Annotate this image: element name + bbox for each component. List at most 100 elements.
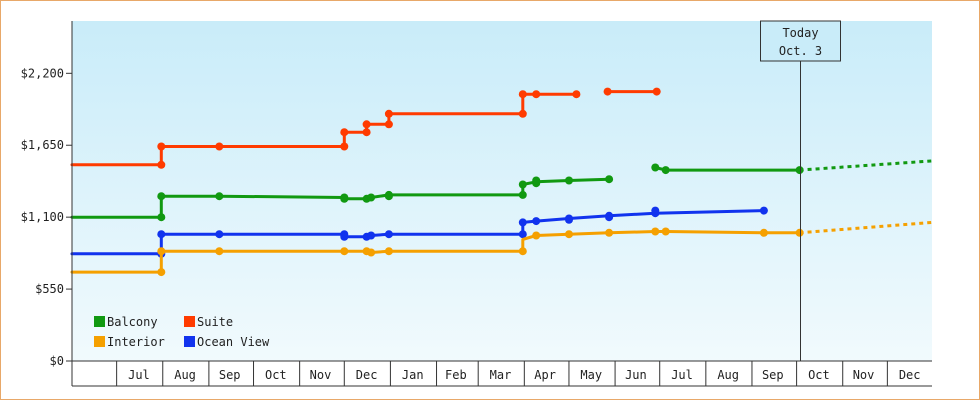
data-point-balcony[interactable] [384,190,393,199]
data-point-ocean-view[interactable] [340,232,349,241]
data-point-balcony[interactable] [157,213,166,222]
data-point-suite[interactable] [572,90,581,99]
data-point-suite[interactable] [157,160,166,169]
x-tick-label: Apr [534,368,556,382]
data-point-interior[interactable] [795,228,804,237]
projection-line-interior [799,220,933,235]
data-point-balcony[interactable] [518,190,527,199]
series-line-ocean-view [70,209,766,256]
data-point-interior[interactable] [384,247,393,256]
x-tick-label: Dec [899,368,921,382]
data-point-ocean-view[interactable] [759,206,768,215]
data-point-balcony[interactable] [518,180,527,189]
axes-layer: $0 $550 $1,100 $1,650 $2,200 Jul Aug Sep Oct Nov D… [21,21,932,387]
data-point-interior[interactable] [518,247,527,256]
data-point-ocean-view[interactable] [565,214,573,223]
data-point-suite[interactable] [518,90,527,99]
x-tick-label: Aug [717,368,739,382]
projection-line-balcony [799,159,933,172]
data-point-interior[interactable] [759,228,768,237]
x-tick-label: Oct [808,368,830,382]
today-marker: Today Oct. 3 [760,20,841,361]
data-point-ocean-view[interactable] [384,230,393,239]
data-point-balcony[interactable] [157,192,166,201]
data-point-interior[interactable] [157,247,166,256]
y-tick-label: $0 [50,354,64,368]
legend-swatch [94,336,105,347]
legend-label: Interior [107,335,165,349]
legend-label: Ocean View [197,335,270,349]
x-tick-label: Feb [445,368,467,382]
y-tick-label: $1,100 [21,210,64,224]
legend-swatch [184,316,195,327]
data-point-suite[interactable] [362,128,371,137]
data-point-ocean-view[interactable] [651,206,660,215]
legend: Balcony Suite Interior Ocean View [94,315,270,349]
x-tick-label: Nov [853,368,875,382]
x-tick-label: May [580,368,602,382]
data-point-balcony[interactable] [651,163,660,172]
data-point-interior[interactable] [605,228,614,237]
data-point-interior[interactable] [215,247,224,256]
series-layer [70,87,933,277]
data-point-suite[interactable] [340,142,349,151]
data-point-suite[interactable] [215,142,224,151]
y-tick-label: $1,650 [21,138,64,152]
today-box [760,20,841,62]
y-tick-label: $2,200 [21,66,64,80]
series-ocean-view [70,206,768,258]
data-point-interior[interactable] [651,227,660,236]
x-tick-label: Oct [265,368,287,382]
today-label: Today [782,26,818,40]
legend-swatch [184,336,195,347]
data-point-suite[interactable] [157,142,166,151]
data-point-suite[interactable] [362,120,371,129]
x-tick-label: Mar [490,368,512,382]
data-point-balcony[interactable] [340,194,349,203]
data-point-balcony[interactable] [795,166,804,175]
data-point-interior[interactable] [157,268,166,277]
x-tick-label: Nov [310,368,332,382]
data-point-balcony[interactable] [532,176,541,185]
data-point-suite[interactable] [652,87,661,96]
legend-label: Suite [197,315,233,329]
data-point-ocean-view[interactable] [532,217,541,226]
series-suite [70,87,661,169]
today-date: Oct. 3 [779,44,822,58]
data-point-suite[interactable] [340,128,349,137]
data-point-ocean-view[interactable] [518,230,527,239]
legend-item-suite[interactable]: Suite [184,315,233,329]
legend-item-ocean-view[interactable]: Ocean View [184,335,270,349]
data-point-balcony[interactable] [367,193,376,202]
data-point-suite[interactable] [603,87,612,96]
legend-item-balcony[interactable]: Balcony [94,315,158,329]
data-point-balcony[interactable] [565,176,573,185]
data-point-ocean-view[interactable] [215,230,224,239]
plot-background [72,21,932,361]
x-tick-label: Aug [174,368,196,382]
x-tick-label: Jan [402,368,424,382]
data-point-balcony[interactable] [215,192,224,201]
data-point-interior[interactable] [565,230,573,239]
data-point-ocean-view[interactable] [605,211,614,220]
y-tick-label: $550 [35,282,64,296]
data-point-interior[interactable] [367,248,376,257]
data-point-suite[interactable] [532,90,541,99]
data-point-ocean-view[interactable] [367,231,376,240]
x-tick-label: Jun [625,368,647,382]
legend-item-interior[interactable]: Interior [94,335,165,349]
data-point-ocean-view[interactable] [518,218,527,227]
x-tick-label: Jul [671,368,693,382]
data-point-balcony[interactable] [605,175,614,184]
x-tick-label: Sep [219,368,241,382]
data-point-suite[interactable] [384,120,393,129]
data-point-interior[interactable] [532,231,541,240]
data-point-ocean-view[interactable] [157,230,166,239]
legend-label: Balcony [107,315,158,329]
data-point-suite[interactable] [518,109,527,118]
data-point-suite[interactable] [384,109,393,118]
data-point-interior[interactable] [340,247,349,256]
data-point-balcony[interactable] [661,166,670,175]
data-point-interior[interactable] [661,227,670,236]
